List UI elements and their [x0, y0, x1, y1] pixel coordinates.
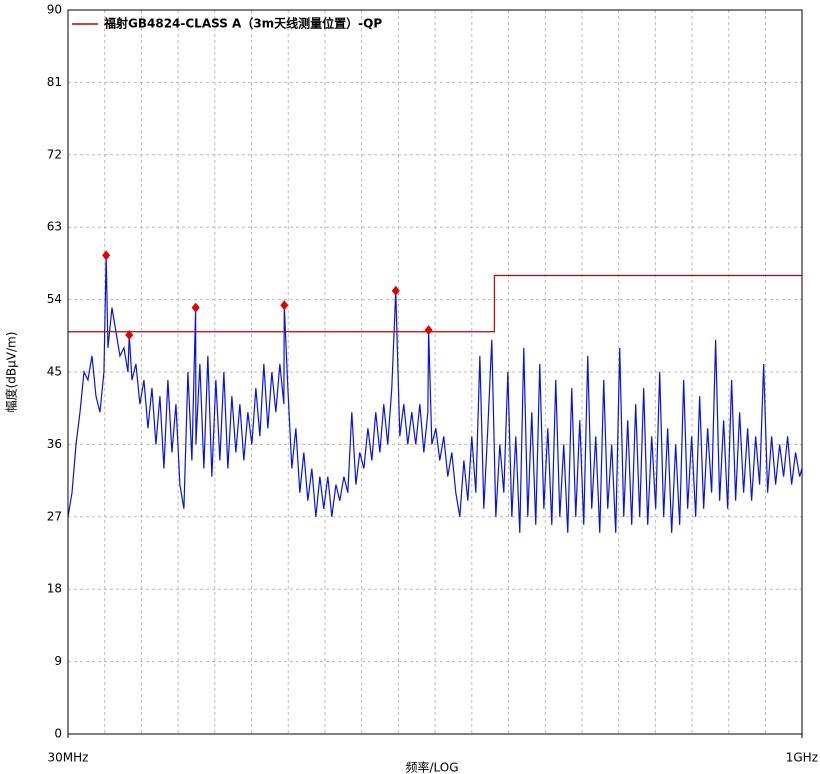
y-tick-label: 90: [47, 3, 62, 17]
legend-label: 福射GB4824-CLASS A（3m天线测量位置）-QP: [103, 16, 382, 31]
x-tick-label: 1GHz: [786, 751, 818, 765]
x-axis-label: 频率/LOG: [405, 760, 458, 774]
series-line: [68, 274, 802, 333]
y-tick-label: 81: [47, 75, 62, 89]
y-tick-label: 0: [54, 727, 62, 741]
peak-marker: [102, 250, 111, 261]
y-tick-label: 36: [47, 437, 62, 451]
series-line: [67, 255, 803, 533]
y-tick-label: 72: [47, 147, 62, 161]
plot-border: [67, 9, 803, 735]
y-tick-label: 18: [47, 582, 62, 596]
y-axis-label: 幅度(dBμV/m): [4, 332, 19, 413]
y-tick-label: 9: [54, 654, 62, 668]
y-tick-label: 45: [47, 365, 62, 379]
x-tick-label: 30MHz: [48, 751, 89, 765]
peak-marker: [125, 329, 134, 340]
y-tick-label: 27: [47, 509, 62, 523]
peak-marker: [424, 325, 433, 336]
peak-marker: [280, 300, 289, 311]
y-tick-label: 63: [47, 220, 62, 234]
peak-marker: [391, 285, 400, 296]
peak-marker: [191, 302, 200, 313]
y-tick-label: 54: [47, 292, 62, 306]
